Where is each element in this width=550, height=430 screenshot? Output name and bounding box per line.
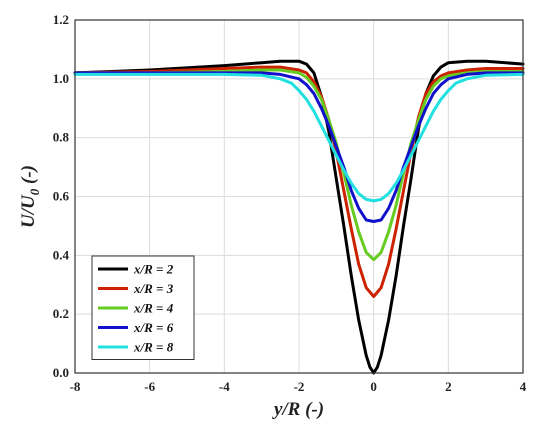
y-tick-label: 0.6 <box>53 189 70 204</box>
y-axis-label-main: U/U <box>18 194 39 228</box>
legend-label: x/R = 4 <box>133 301 174 316</box>
x-tick-label: -2 <box>294 379 305 394</box>
series-line <box>73 68 525 262</box>
legend-label: x/R = 2 <box>133 262 174 277</box>
series-line <box>73 71 525 223</box>
y-axis-label-subscript: 0 <box>27 188 42 195</box>
x-tick-label: 0 <box>370 379 377 394</box>
y-axis-label-units: (-) <box>18 165 39 189</box>
x-tick-label: -6 <box>144 379 155 394</box>
legend-label: x/R = 3 <box>133 281 174 296</box>
series-lines <box>73 59 525 375</box>
y-tick-label: 1.0 <box>53 71 69 86</box>
x-axis-label: y/R (-) <box>272 399 324 420</box>
series-line <box>73 59 525 375</box>
legend-box <box>91 255 195 360</box>
y-tick-label: 0.2 <box>53 306 69 321</box>
x-tick-label: 4 <box>520 379 527 394</box>
x-tick-label: -4 <box>219 379 230 394</box>
y-tick-label: 0.4 <box>53 247 70 262</box>
tick-labels: -8 -6 -4 -2 0 2 4 0.0 0.2 0.4 0.6 0.8 1.0 1.2 <box>53 12 527 394</box>
plot-frame <box>74 19 524 374</box>
x-tick-label: 2 <box>445 379 452 394</box>
x-tick-label: -8 <box>70 379 81 394</box>
y-tick-label: 1.2 <box>53 12 69 27</box>
series-line <box>73 72 525 203</box>
legend: x/R = 2 x/R = 3 x/R = 4 x/R = 6 x/R = 8 <box>91 255 195 360</box>
y-axis-label: U/U0 (-) <box>18 165 42 228</box>
y-tick-label: 0.8 <box>53 130 70 145</box>
y-tick-label: 0.0 <box>53 365 69 380</box>
legend-label: x/R = 8 <box>133 340 174 355</box>
series-line <box>73 65 525 298</box>
legend-label: x/R = 6 <box>133 320 174 335</box>
